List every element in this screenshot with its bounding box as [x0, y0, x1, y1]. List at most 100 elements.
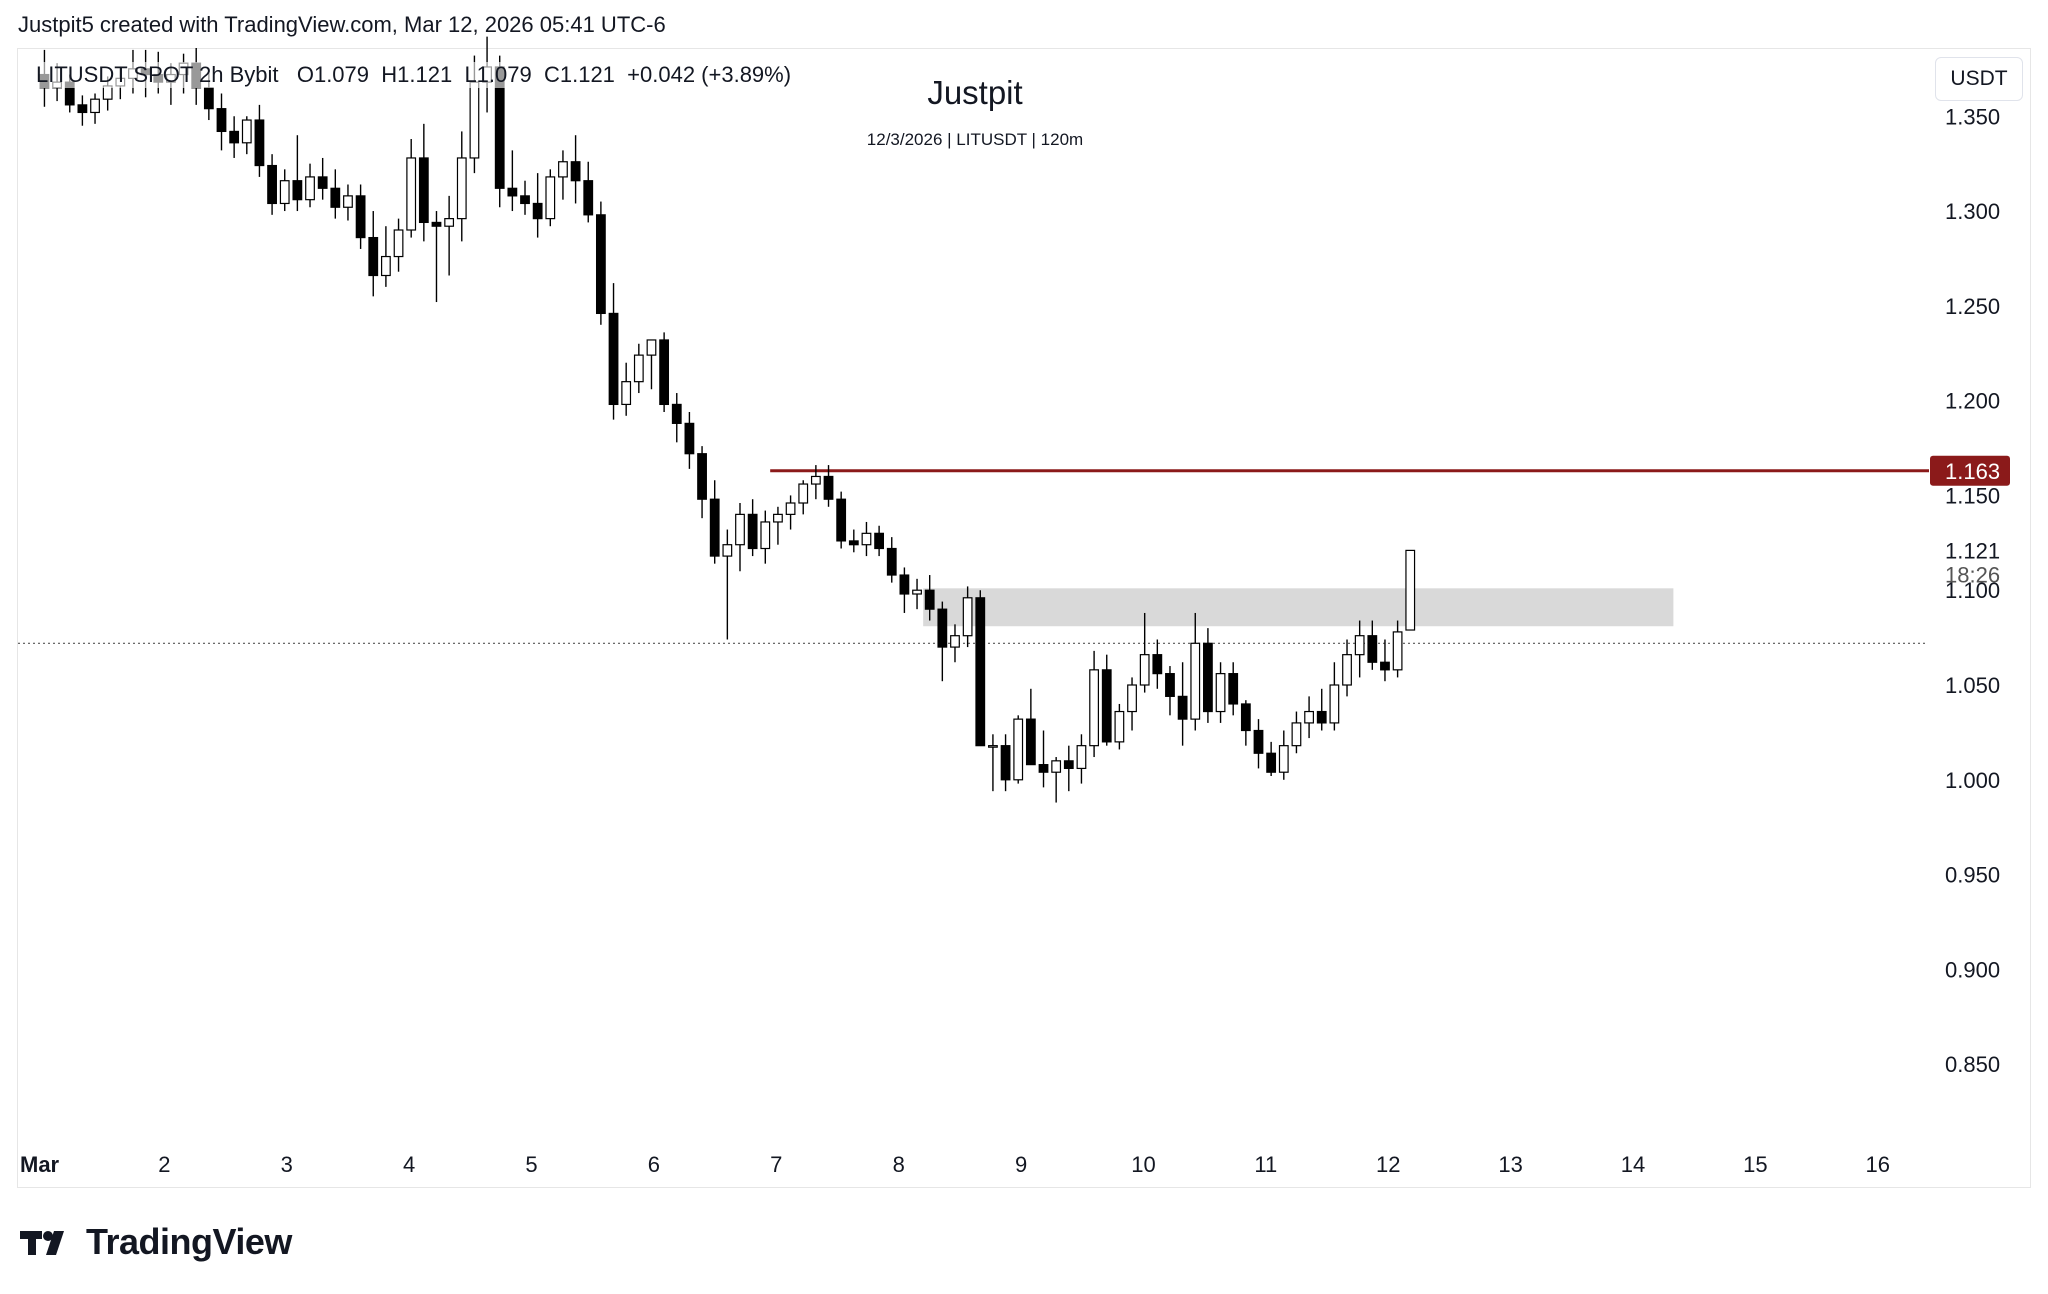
candle: [633, 343, 644, 394]
candle: [1114, 703, 1125, 750]
candle-body-bull: [343, 195, 353, 208]
x-tick-label: 7: [770, 1152, 782, 1177]
candle: [595, 201, 606, 325]
candle: [241, 116, 252, 155]
candle-body-bull: [1291, 722, 1302, 747]
candle-body-bull: [279, 180, 290, 205]
candle: [722, 529, 733, 640]
candle: [292, 135, 303, 212]
candle: [646, 339, 657, 390]
price-axis-background: [1929, 100, 2029, 1130]
candle: [785, 495, 796, 530]
candle: [773, 506, 783, 545]
candle: [912, 578, 922, 610]
candle: [1354, 620, 1365, 678]
legend-high: H1.121: [381, 62, 453, 87]
candle-body-bull: [1304, 710, 1314, 724]
candle: [709, 480, 720, 564]
candle: [1304, 696, 1314, 739]
candle: [1139, 612, 1150, 693]
y-tick-label: 1.000: [1945, 768, 2000, 793]
candle-body-bear: [583, 180, 594, 216]
candle-body-bear: [1240, 703, 1251, 732]
x-tick-label: 13: [1498, 1152, 1522, 1177]
candle: [848, 529, 859, 553]
candle-body-bear: [532, 202, 543, 220]
chart-subtitle: 12/3/2026 | LITUSDT | 120m: [866, 130, 1084, 149]
candle: [431, 211, 442, 303]
candle-body-bear: [684, 422, 695, 455]
x-tick-label: 10: [1131, 1152, 1155, 1177]
candle-body-bull: [861, 532, 872, 546]
x-tick-label: 15: [1743, 1152, 1767, 1177]
candle: [1380, 639, 1390, 682]
candle: [1177, 662, 1188, 746]
line-layer: [18, 469, 1932, 644]
candle: [1203, 628, 1213, 723]
candle-body-bear: [924, 589, 935, 610]
candle-body-bull: [1013, 718, 1024, 781]
candle-body-bear: [267, 164, 277, 205]
candle: [1367, 620, 1378, 670]
candle: [77, 95, 88, 126]
candle-body-bull: [393, 229, 404, 258]
candle-body-bull: [950, 635, 960, 648]
candle: [267, 154, 277, 215]
candle-body-bull: [988, 745, 998, 748]
candle: [684, 412, 695, 469]
candle: [570, 135, 581, 204]
candle-body-bear: [317, 176, 328, 189]
candle-body-bull: [1190, 642, 1201, 720]
x-tick-label: 14: [1621, 1152, 1645, 1177]
zone-layer: [923, 588, 1674, 627]
candle-body-bear: [254, 119, 265, 167]
candle: [1051, 757, 1062, 803]
candle-body-bear: [292, 180, 303, 201]
candle-body-bear: [1152, 654, 1163, 675]
candle-body-bull: [380, 255, 391, 277]
x-tick-label: 8: [893, 1152, 905, 1177]
candle-body-bear: [77, 104, 88, 114]
candle-body-bull: [558, 161, 568, 178]
candle-body-bear: [697, 453, 707, 500]
candle: [456, 131, 467, 242]
currency-selector[interactable]: USDT: [1935, 57, 2023, 101]
candle: [558, 150, 568, 200]
candle: [330, 169, 341, 219]
candle-body-bull: [1278, 745, 1289, 773]
candle: [747, 499, 758, 557]
candle-body-bear: [570, 161, 581, 182]
candle: [343, 184, 353, 221]
legend-change: +0.042 (+3.89%): [627, 62, 792, 87]
candle: [90, 93, 100, 124]
candle: [279, 169, 290, 212]
candle: [1266, 741, 1277, 776]
candle: [1127, 677, 1137, 731]
legend-low: L1.079: [464, 62, 532, 87]
candle-body-bear: [823, 475, 834, 500]
candle: [368, 211, 379, 297]
y-tick-label: 1.350: [1945, 104, 2000, 129]
candle: [874, 525, 885, 557]
candle-body-bear: [1228, 673, 1239, 705]
candle-body-bear: [1038, 764, 1049, 773]
candle-body-bull: [1215, 673, 1226, 713]
candle: [671, 393, 682, 443]
candle-body-bull: [633, 354, 644, 383]
candle: [608, 283, 619, 420]
candle: [1240, 700, 1251, 746]
candle-body-bear: [507, 187, 518, 197]
candle: [899, 567, 910, 613]
candle-body-bear: [848, 540, 859, 546]
candle: [937, 601, 948, 682]
candle-body-bear: [709, 498, 720, 557]
candle-body-bear: [975, 597, 986, 747]
candle-body-bull: [1114, 710, 1125, 743]
candle: [317, 157, 328, 200]
y-tick-label: 0.900: [1945, 957, 2000, 982]
candle: [418, 123, 429, 242]
candle: [1291, 711, 1302, 754]
candle: [962, 586, 973, 648]
candle-body-bear: [1101, 669, 1112, 743]
